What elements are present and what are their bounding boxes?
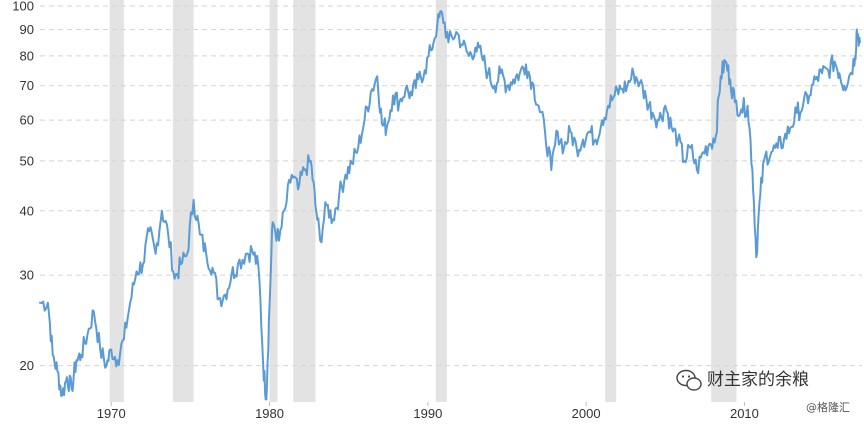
recession-band [435,0,447,402]
recession-shading [109,0,737,402]
y-tick-label: 90 [20,22,34,37]
watermark-sub-text: @格隆汇 [806,400,850,414]
x-tick-label: 2000 [572,406,601,421]
series-line [39,10,861,401]
recession-band [293,0,316,402]
y-tick-label: 20 [20,358,34,373]
recession-band [109,0,124,402]
y-tick-label: 30 [20,268,34,283]
y-tick-label: 80 [20,48,34,63]
series-area [39,10,861,401]
recession-band [605,0,617,402]
recession-band [172,0,194,402]
x-tick-label: 2010 [730,406,759,421]
y-tick-label: 50 [20,153,34,168]
recession-band [269,0,278,402]
x-tick-label: 1970 [97,406,126,421]
y-tick-label: 40 [20,203,34,218]
watermark-main-text: 财主家的余粮 [707,370,809,390]
wechat-icon [676,369,702,391]
grid-lines [40,5,862,367]
y-axis-ticks: 20 30 40 50 60 70 80 90 100 [12,0,34,373]
x-axis-ticks: 1970 1980 1990 2000 2010 [97,402,759,421]
y-tick-label: 70 [20,78,34,93]
y-tick-label: 60 [20,113,34,128]
x-tick-label: 1980 [255,406,284,421]
y-tick-label: 100 [12,0,34,14]
x-tick-label: 1990 [413,406,442,421]
watermark: 财主家的余粮 @格隆汇 [676,369,850,414]
